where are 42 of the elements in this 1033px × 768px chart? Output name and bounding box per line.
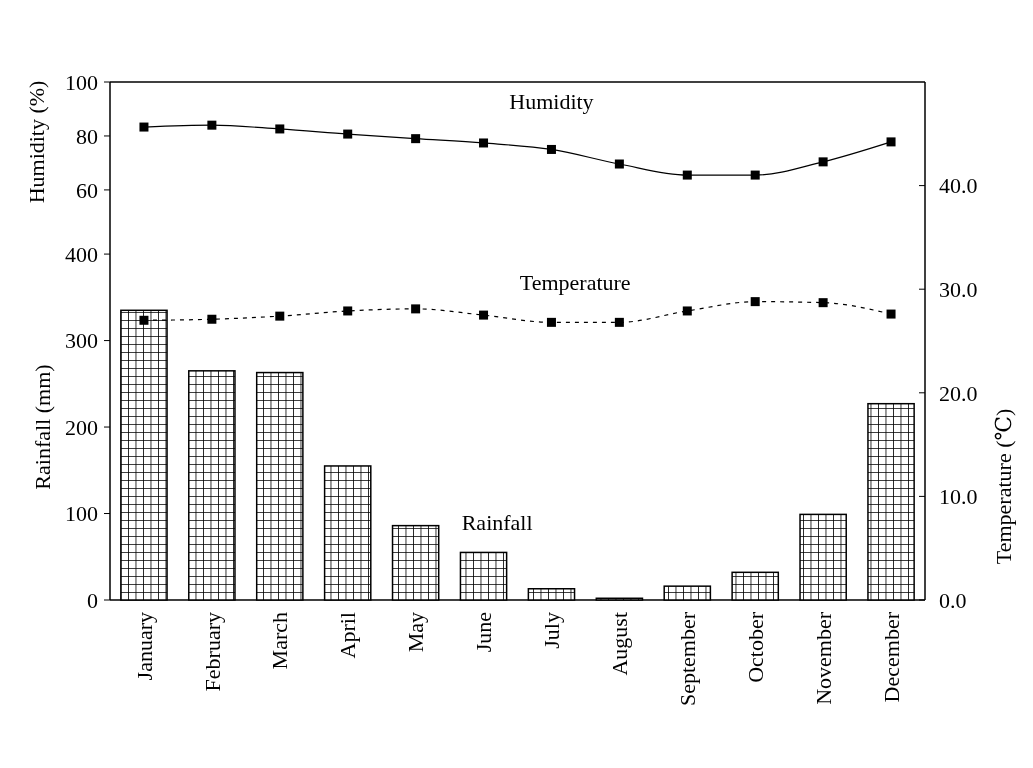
point <box>275 124 285 134</box>
x-tick-label: April <box>335 612 361 659</box>
y-tick-label: 400 <box>65 241 98 267</box>
point <box>207 120 217 130</box>
x-tick-label: September <box>674 611 700 707</box>
point <box>139 122 149 132</box>
y2-axis-title: Temperature (℃) <box>991 408 1016 565</box>
series-label: Humidity <box>509 89 594 115</box>
y2-tick-label: 30.0 <box>939 276 978 302</box>
series-label: Temperature <box>519 270 631 296</box>
y3-tick-label: 60 <box>76 177 98 203</box>
x-tick-label: October <box>742 611 768 683</box>
x-tick-label: January <box>131 612 157 681</box>
x-tick-label: December <box>878 611 904 703</box>
y2-tick-label: 20.0 <box>939 380 978 406</box>
y3-tick-label: 80 <box>76 123 98 149</box>
point <box>750 170 760 180</box>
y2-tick-label: 40.0 <box>939 173 978 199</box>
x-tick-label: November <box>810 611 836 705</box>
x-tick-label: July <box>539 612 565 649</box>
y2-tick-label: 0.0 <box>939 587 967 613</box>
point <box>614 159 624 169</box>
y-tick-label: 200 <box>65 414 98 440</box>
point <box>343 129 353 139</box>
y-axis-title: Rainfall (mm) <box>30 364 55 490</box>
point <box>886 137 896 147</box>
y2-tick-label: 10.0 <box>939 484 978 510</box>
x-tick-label: June <box>471 612 497 653</box>
x-tick-label: May <box>403 612 429 653</box>
y-tick-label: 300 <box>65 328 98 354</box>
y3-axis-title: Humidity (%) <box>24 80 49 204</box>
y-tick-label: 0 <box>87 587 98 613</box>
x-tick-label: March <box>267 612 293 670</box>
point <box>818 157 828 167</box>
point <box>682 170 692 180</box>
point <box>479 138 489 148</box>
series-label: Rainfall <box>461 510 533 535</box>
x-tick-label: August <box>607 612 633 676</box>
y-tick-label: 100 <box>65 501 98 527</box>
x-tick-label: February <box>199 612 225 692</box>
point <box>411 134 421 144</box>
point <box>546 144 556 154</box>
